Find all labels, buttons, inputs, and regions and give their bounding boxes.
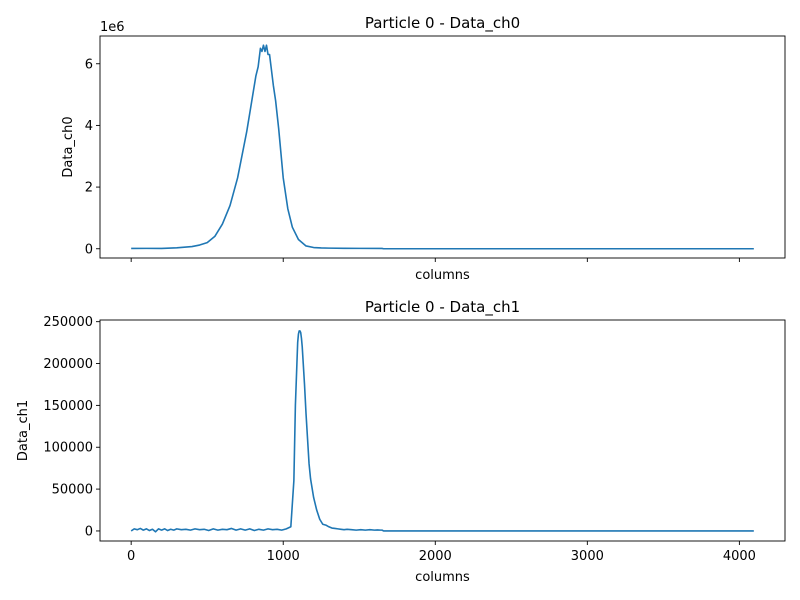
y-tick-label-1-5: 250000 bbox=[43, 315, 93, 330]
y-axis-label-0: Data_ch0 bbox=[61, 116, 76, 177]
y-axis-label-1: Data_ch1 bbox=[16, 400, 31, 461]
y-tick-label-1-4: 200000 bbox=[43, 357, 93, 372]
x-tick-label-1-2: 2000 bbox=[419, 549, 452, 564]
axes-frame-1 bbox=[99, 319, 786, 542]
y-tick-label-0-2: 4 bbox=[85, 119, 93, 134]
y-tick-label-0-0: 0 bbox=[85, 242, 93, 257]
chart-title-0: Particle 0 - Data_ch0 bbox=[365, 14, 520, 33]
axes-frame-0 bbox=[99, 35, 786, 259]
x-tick-label-1-3: 3000 bbox=[571, 549, 604, 564]
y-tick-label-1-1: 50000 bbox=[52, 483, 93, 498]
y-tick-label-1-0: 0 bbox=[85, 524, 93, 539]
y-tick-label-0-3: 6 bbox=[85, 57, 93, 72]
x-tick-label-1-4: 4000 bbox=[723, 549, 756, 564]
y-tick-label-1-2: 100000 bbox=[43, 441, 93, 456]
y-tick-label-1-3: 150000 bbox=[43, 399, 93, 414]
chart-title-1: Particle 0 - Data_ch1 bbox=[365, 298, 520, 317]
x-tick-label-1-0: 0 bbox=[127, 549, 135, 564]
y-offset-text-0: 1e6 bbox=[100, 20, 125, 35]
x-tick-label-1-1: 1000 bbox=[267, 549, 300, 564]
series-line-1-0 bbox=[130, 330, 754, 533]
y-tick-label-0-1: 2 bbox=[85, 181, 93, 196]
x-axis-label-1: columns bbox=[415, 570, 470, 585]
series-line-0-0 bbox=[131, 44, 754, 250]
x-axis-label-0: columns bbox=[415, 268, 470, 283]
